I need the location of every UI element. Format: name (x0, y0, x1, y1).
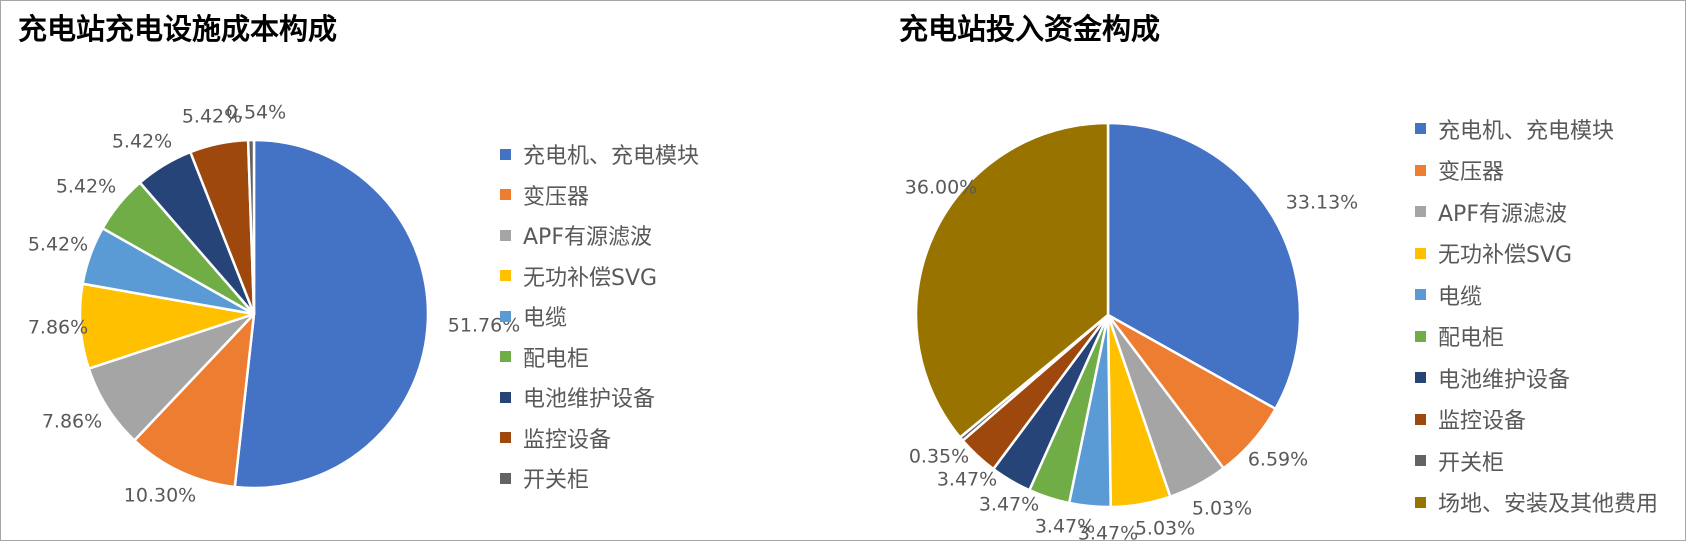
legend-item: 电池维护设备 (1415, 357, 1658, 399)
pie-slice (1106, 121, 1302, 411)
legend-item: 电池维护设备 (500, 377, 699, 418)
data-label: 0.35% (909, 446, 969, 468)
legend: 充电机、充电模块 变压器 APF有源滤波 无功补偿SVG 电缆配电柜电池维护设备 监控设备… (1415, 108, 1658, 523)
legend-item: 配电柜 (1415, 316, 1658, 358)
legend-label: 充电机、充电模块 (1438, 118, 1615, 144)
data-label: 0.54% (226, 102, 286, 124)
legend-label: 配电柜 (1438, 326, 1505, 352)
data-label: 5.42% (56, 176, 116, 198)
legend-swatch (1415, 372, 1426, 384)
legend-label: 电缆 (1438, 284, 1483, 310)
data-label: 36.00% (905, 177, 977, 199)
legend-item: 变压器 (1415, 150, 1658, 192)
legend-swatch (1415, 330, 1426, 342)
legend-swatch (1415, 164, 1426, 176)
legend-label: 变压器 (1438, 160, 1505, 186)
legend-label: 监控设备 (523, 427, 612, 453)
data-label: 5.42% (28, 234, 88, 256)
legend-item: APF有源滤波 (500, 215, 699, 256)
legend-label: 充电机、充电模块 (523, 144, 700, 170)
legend-item: 充电机、充电模块 (1415, 108, 1658, 150)
data-label: 7.86% (28, 317, 88, 339)
data-label: 5.42% (182, 106, 242, 128)
legend-item: 开关柜 (1415, 440, 1658, 482)
legend-item: 充电机、充电模块 (500, 134, 699, 175)
legend-label: 场地、安装及其他费用 (1438, 492, 1659, 518)
legend-swatch (1415, 206, 1426, 218)
pie-slice (133, 312, 256, 489)
legend-label: 开关柜 (1438, 450, 1505, 476)
legend-swatch (500, 270, 511, 282)
chart-title: 充电站投入资金构成 (899, 12, 1161, 46)
legend-label: 无功补偿SVG (523, 265, 658, 291)
legend-label: 开关柜 (523, 468, 590, 494)
legend-swatch (1415, 455, 1426, 467)
data-label: 6.59% (1248, 449, 1308, 471)
pie-svg: 33.13%6.59%5.03%5.03%3.47%3.47%3.47%3.47… (905, 121, 1358, 541)
legend-label: 监控设备 (1438, 409, 1527, 435)
legend-item: 电缆 (500, 296, 699, 337)
legend-swatch (500, 148, 511, 160)
legend-swatch (500, 189, 511, 201)
data-label: 5.03% (1192, 498, 1252, 520)
data-label: 5.03% (1135, 518, 1195, 540)
legend-swatch (500, 351, 511, 363)
chart-title: 充电站充电设施成本构成 (18, 12, 338, 46)
legend-item: 监控设备 (1415, 399, 1658, 441)
data-label: 3.47% (979, 494, 1039, 516)
legend-item: 开关柜 (500, 458, 699, 499)
legend-label: APF有源滤波 (523, 225, 652, 251)
legend-swatch (1415, 289, 1426, 301)
legend-label: APF有源滤波 (1438, 201, 1567, 227)
pie-chart-cost: 充电站充电设施成本构成 51.76% 10.30% 7.86% 7.86% 5.42% 5… (18, 12, 699, 507)
legend-swatch (1415, 496, 1426, 508)
legend-label: 电池维护设备 (523, 387, 656, 413)
data-label: 3.47% (1035, 516, 1095, 538)
legend-swatch (1415, 413, 1426, 425)
data-label: 3.47% (937, 469, 997, 491)
legend-item: 电缆 (1415, 274, 1658, 316)
legend-swatch (500, 391, 511, 403)
legend-swatch (1415, 123, 1426, 135)
pie-slice (233, 138, 430, 490)
legend-item: 无功补偿SVG (500, 256, 699, 297)
pie-chart-investment: 充电站投入资金构成 33.13% 6.59% 5.03% 5.03% 3.47% 3.47… (843, 0, 1686, 541)
legend-swatch (500, 432, 511, 444)
legend-item: 监控设备 (500, 418, 699, 459)
legend-label: 无功补偿SVG (1438, 243, 1573, 269)
legend-label: 配电柜 (523, 346, 590, 372)
data-label: 10.30% (124, 485, 196, 507)
legend-label: 电池维护设备 (1438, 367, 1571, 393)
data-label: 5.42% (112, 131, 172, 153)
legend-item: 变压器 (500, 175, 699, 216)
pie-slice (246, 138, 256, 316)
legend-item: 无功补偿SVG (1415, 233, 1658, 275)
pie-slice (914, 121, 1110, 439)
legend-swatch (500, 229, 511, 241)
legend-swatch (500, 310, 511, 322)
legend: 充电机、充电模块 变压器 APF有源滤波 无功补偿SVG 电缆配电柜电池维护设备 监控设备… (500, 134, 699, 499)
legend-item: 场地、安装及其他费用 (1415, 482, 1658, 524)
pie-svg: 51.76%10.30%7.86%7.86%5.42%5.42%5.42%5.4… (28, 102, 520, 507)
legend-item: 配电柜 (500, 337, 699, 378)
data-label: 7.86% (42, 411, 102, 433)
legend-label: 电缆 (523, 306, 568, 332)
legend-swatch (1415, 247, 1426, 259)
legend-label: 变压器 (523, 184, 590, 210)
data-label: 33.13% (1286, 192, 1358, 214)
legend-item: APF有源滤波 (1415, 191, 1658, 233)
data-label: 3.47% (1078, 523, 1138, 541)
legend-swatch (500, 472, 511, 484)
